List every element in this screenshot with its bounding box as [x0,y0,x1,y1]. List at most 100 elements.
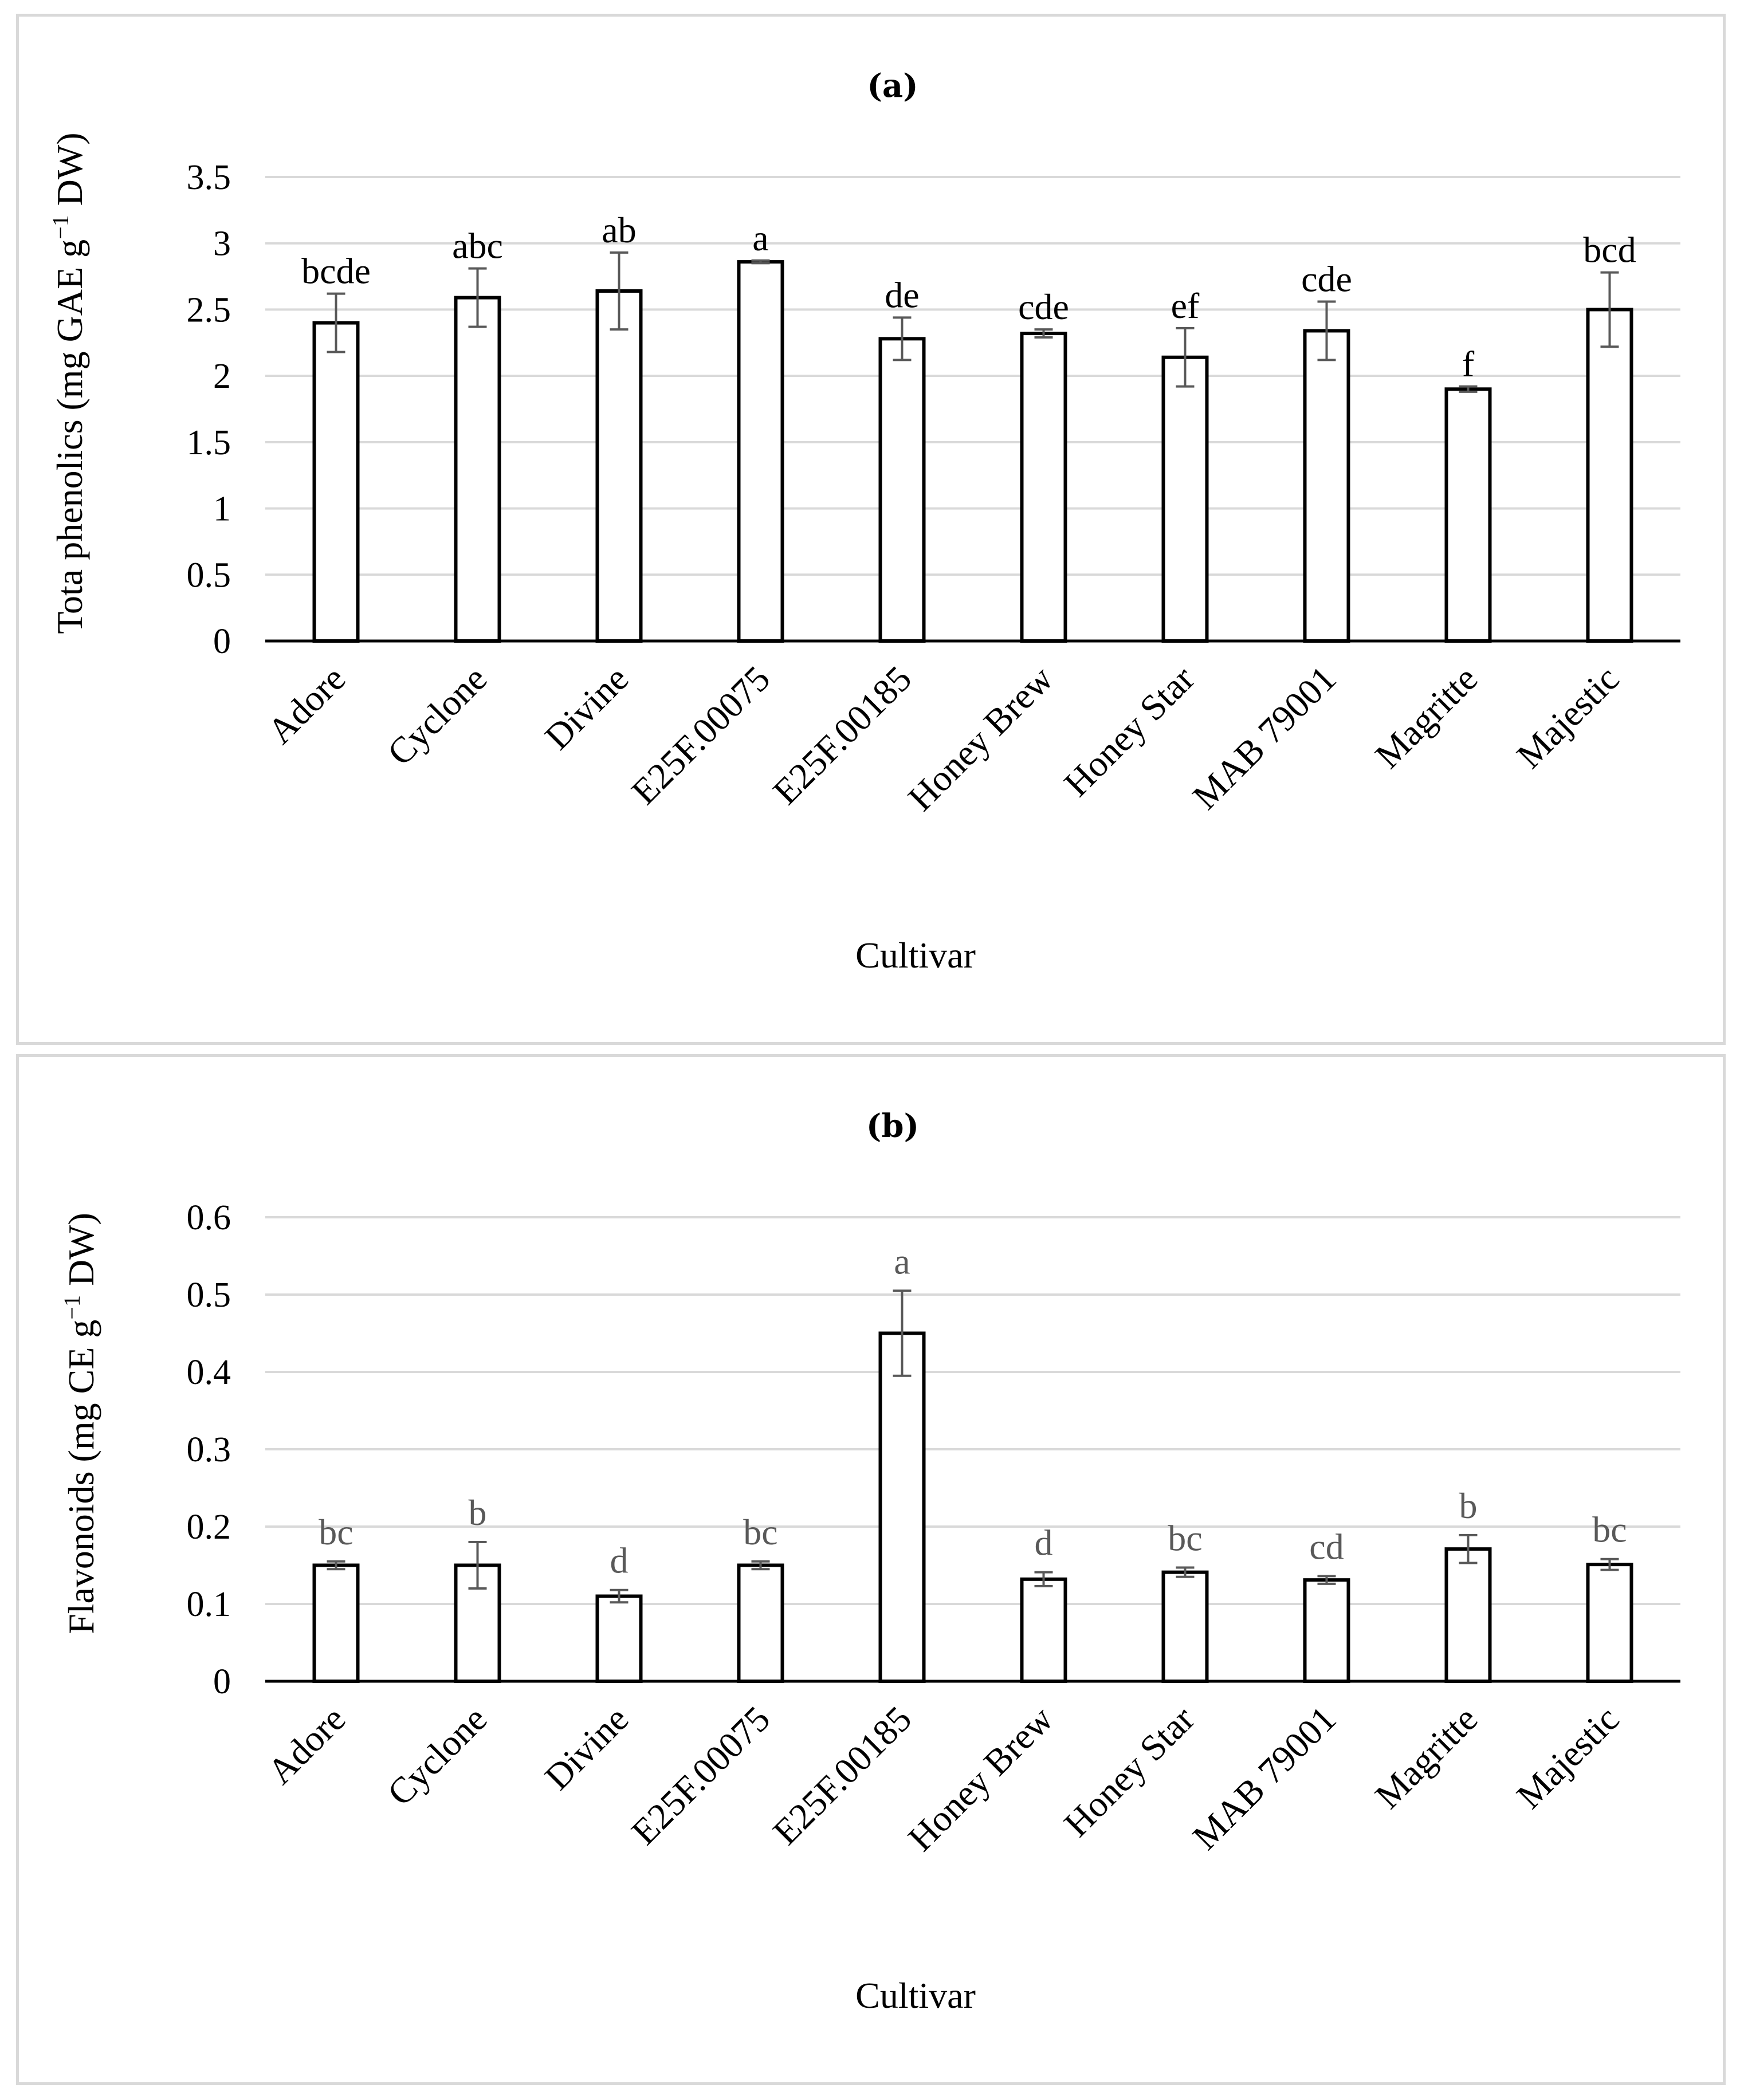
error-bar [1034,328,1053,339]
significance-letter: b [1459,1485,1478,1526]
bar-divine [595,1594,643,1683]
category-label: Adore [260,1698,353,1792]
error-bar [1459,1533,1478,1564]
category-label: Cyclone [379,658,494,773]
error-bar [1176,1566,1195,1578]
category-label: E25F.00185 [765,1698,919,1853]
y-tick-label: 1 [213,490,231,529]
error-bar [1317,300,1336,361]
significance-letter: de [885,274,919,315]
significance-letter: bcde [301,251,371,292]
bar-mab-79001 [1303,329,1350,643]
significance-letter: bc [1592,1509,1627,1550]
error-bar [751,1560,770,1571]
error-bar [610,251,629,331]
bar-honey-star [1161,1570,1209,1684]
significance-letter: d [1035,1523,1053,1563]
bar-majestic [1586,1563,1633,1684]
significance-letter: bc [743,1512,777,1552]
significance-letter: cde [1018,286,1069,327]
significance-letter: b [469,1492,487,1533]
y-tick-label: 0.1 [187,1585,231,1624]
bar-magritte [1444,1547,1492,1684]
bar-honey-brew [1020,332,1067,643]
error-bar [893,1289,912,1377]
bar-adore [312,1563,360,1683]
significance-letter: a [894,1241,910,1281]
panel-b-title: (b) [866,1107,919,1145]
bar-adore [312,321,360,643]
category-label: Honey Star [1056,1698,1202,1845]
y-tick-label: 2.5 [187,290,231,329]
y-tick-label: 0.3 [187,1430,231,1469]
category-label: Magritte [1367,1698,1485,1816]
category-label: Majestic [1509,1698,1627,1816]
y-axis-label: Flavonoids (mg CE g−1 DW) [59,1213,101,1634]
category-label: Honey Star [1056,658,1202,804]
y-tick-label: 0.6 [187,1198,231,1237]
significance-letter: abc [452,226,503,266]
significance-letter: f [1462,344,1475,384]
significance-letter: bc [1168,1518,1202,1559]
error-bar [751,259,770,265]
y-tick-label: 3.5 [187,158,231,197]
bar-honey-brew [1020,1577,1067,1683]
error-bar [327,292,345,353]
category-label: MAB 79001 [1185,1698,1344,1858]
category-label: Adore [260,658,353,752]
bar-divine [595,289,643,643]
error-bar [468,1541,487,1590]
bar-e25f-00185 [878,337,926,643]
chart-b-svg: (b) 0 0.1 0.2 0.3 0.4 0.5 0.6 bc Adore b Cyclone d Di… [59,1107,1680,2016]
error-bar [1600,271,1619,348]
y-tick-label: 0.5 [187,1276,231,1315]
significance-letter: ef [1171,285,1200,326]
error-bar [468,267,487,328]
significance-letter: ab [602,210,636,250]
category-label: Cyclone [379,1698,494,1814]
significance-letter: bc [319,1512,353,1552]
category-label: Divine [537,658,636,757]
category-label: E25F.00075 [623,1698,777,1853]
category-label: Divine [537,1698,636,1798]
bar-majestic [1586,308,1633,643]
bar-e25f-00075 [737,260,784,643]
significance-letter: cd [1309,1526,1344,1567]
category-label: Magritte [1367,658,1485,776]
significance-letter: bcd [1583,230,1636,270]
bar-magritte [1444,387,1492,643]
y-tick-label: 0.2 [187,1508,231,1547]
error-bar [1034,1571,1053,1587]
error-bar [893,316,912,361]
category-label: MAB 79001 [1185,658,1344,817]
error-bar [1600,1558,1619,1571]
bar-honey-star [1161,355,1209,643]
error-bar [1176,327,1195,388]
significance-letter: d [610,1540,629,1581]
panel-a-title: (a) [867,67,918,105]
y-tick-label: 0.5 [187,556,231,595]
y-tick-label: 0 [213,1662,231,1701]
error-bar [1317,1575,1336,1585]
bar-e25f-00075 [737,1563,784,1683]
significance-letter: cde [1301,259,1352,300]
category-label: E25F.00075 [623,658,777,812]
category-label: Majestic [1509,658,1627,776]
y-axis-label: Tota phenolics (mg GAE g−1 DW) [48,132,90,634]
bar-cyclone [454,296,501,643]
y-tick-label: 2 [213,357,231,396]
category-label: E25F.00185 [765,658,919,812]
category-label: Honey Brew [900,1698,1060,1859]
category-label: Honey Brew [900,658,1060,819]
error-bar [1459,385,1478,393]
y-tick-label: 0.4 [187,1353,231,1392]
y-tick-label: 0 [213,622,231,661]
bar-mab-79001 [1303,1578,1350,1684]
chart-panel-a: (a) 0 0.5 1 1.5 2 2.5 3 3.5 bcde Adore abc Cyclone ab… [16,14,1726,1045]
chart-panel-b: (b) 0 0.1 0.2 0.3 0.4 0.5 0.6 bc Adore b Cyclone d Di… [16,1054,1726,2085]
error-bar [610,1588,629,1604]
y-tick-label: 3 [213,225,231,264]
significance-letter: a [752,218,768,258]
chart-a-svg: (a)00.511.522.533.5bcdeAdoreabcCycloneab… [48,67,1680,976]
x-axis-label: Cultivar [855,1975,976,2016]
